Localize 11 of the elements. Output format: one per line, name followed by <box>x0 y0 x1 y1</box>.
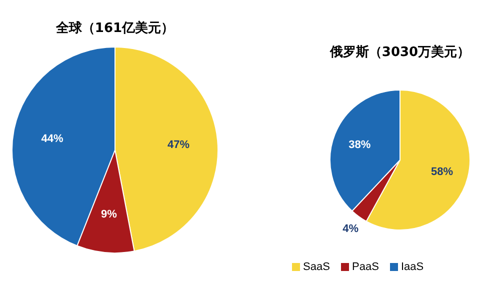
data-label: 47% <box>168 138 190 151</box>
data-label: 9% <box>101 208 118 221</box>
legend-label: IaaS <box>401 261 424 273</box>
data-label: 58% <box>431 166 454 178</box>
data-label: 44% <box>41 133 64 146</box>
chart-title: 全球（161亿美元） <box>54 20 174 36</box>
legend-label: SaaS <box>303 261 330 273</box>
chart-title: 俄罗斯（3030万美元） <box>328 44 470 60</box>
legend-label: PaaS <box>352 261 379 273</box>
data-label: 38% <box>348 139 371 152</box>
data-label: 4% <box>342 222 359 235</box>
